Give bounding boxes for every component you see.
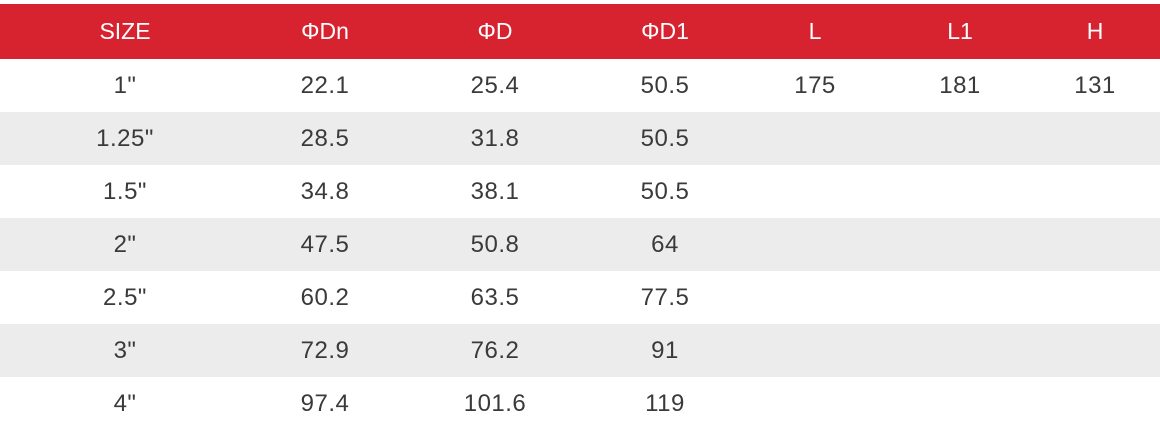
table-row: 2" 47.5 50.8 64 xyxy=(0,218,1160,271)
cell-d: 38.1 xyxy=(470,177,520,205)
cell-h xyxy=(1030,112,1160,165)
table-header-row: SIZE ΦDn ΦD ΦD1 L L1 H xyxy=(0,4,1160,59)
cell-d: 76.2 xyxy=(470,336,520,364)
cell-l xyxy=(740,218,890,271)
cell-d: 101.6 xyxy=(463,389,527,417)
cell-h xyxy=(1030,271,1160,324)
cell-size: 2" xyxy=(113,230,137,258)
header-h: H xyxy=(1086,18,1104,44)
cell-size: 2.5" xyxy=(103,283,147,311)
cell-dn: 60.2 xyxy=(300,283,350,311)
cell-size: 3" xyxy=(113,336,137,364)
cell-d1: 50.5 xyxy=(640,177,690,205)
header-size: SIZE xyxy=(99,18,151,44)
table-row: 1.25" 28.5 31.8 50.5 xyxy=(0,112,1160,165)
cell-l1: 181 xyxy=(939,71,981,99)
cell-h xyxy=(1030,377,1160,430)
cell-d: 25.4 xyxy=(470,71,520,99)
cell-l1 xyxy=(890,377,1030,430)
cell-dn: 97.4 xyxy=(300,389,350,417)
cell-dn: 47.5 xyxy=(300,230,350,258)
cell-d1: 50.5 xyxy=(640,71,690,99)
cell-h xyxy=(1030,324,1160,377)
cell-dn: 22.1 xyxy=(300,71,350,99)
cell-dn: 72.9 xyxy=(300,336,350,364)
header-l: L xyxy=(808,18,822,44)
header-d: ΦD xyxy=(477,18,513,44)
header-l1: L1 xyxy=(947,18,973,44)
cell-l xyxy=(740,165,890,218)
cell-d1: 77.5 xyxy=(640,283,690,311)
cell-h xyxy=(1030,165,1160,218)
cell-l xyxy=(740,377,890,430)
cell-size: 1" xyxy=(113,71,137,99)
cell-d1: 64 xyxy=(651,230,679,258)
table-row: 4" 97.4 101.6 119 xyxy=(0,377,1160,430)
cell-d1: 50.5 xyxy=(640,124,690,152)
cell-d: 63.5 xyxy=(470,283,520,311)
cell-l xyxy=(740,112,890,165)
cell-dn: 28.5 xyxy=(300,124,350,152)
cell-d1: 119 xyxy=(645,389,685,417)
cell-h xyxy=(1030,218,1160,271)
cell-dn: 34.8 xyxy=(300,177,350,205)
cell-l1 xyxy=(890,324,1030,377)
cell-d: 31.8 xyxy=(470,124,520,152)
cell-l1 xyxy=(890,165,1030,218)
cell-size: 1.25" xyxy=(96,124,154,152)
cell-l1 xyxy=(890,271,1030,324)
table-row: 2.5" 60.2 63.5 77.5 xyxy=(0,271,1160,324)
cell-l xyxy=(740,324,890,377)
cell-l xyxy=(740,271,890,324)
cell-l1 xyxy=(890,218,1030,271)
header-d1: ΦD1 xyxy=(641,18,689,44)
cell-l: 175 xyxy=(794,71,836,99)
cell-size: 1.5" xyxy=(103,177,147,205)
table-row: 1" 22.1 25.4 50.5 175 181 131 xyxy=(0,59,1160,112)
cell-d1: 91 xyxy=(651,336,679,364)
cell-size: 4" xyxy=(113,389,137,417)
table-row: 3" 72.9 76.2 91 xyxy=(0,324,1160,377)
cell-h: 131 xyxy=(1074,71,1116,99)
cell-l1 xyxy=(890,112,1030,165)
cell-d: 50.8 xyxy=(470,230,520,258)
table-row: 1.5" 34.8 38.1 50.5 xyxy=(0,165,1160,218)
header-dn: ΦDn xyxy=(301,18,349,44)
